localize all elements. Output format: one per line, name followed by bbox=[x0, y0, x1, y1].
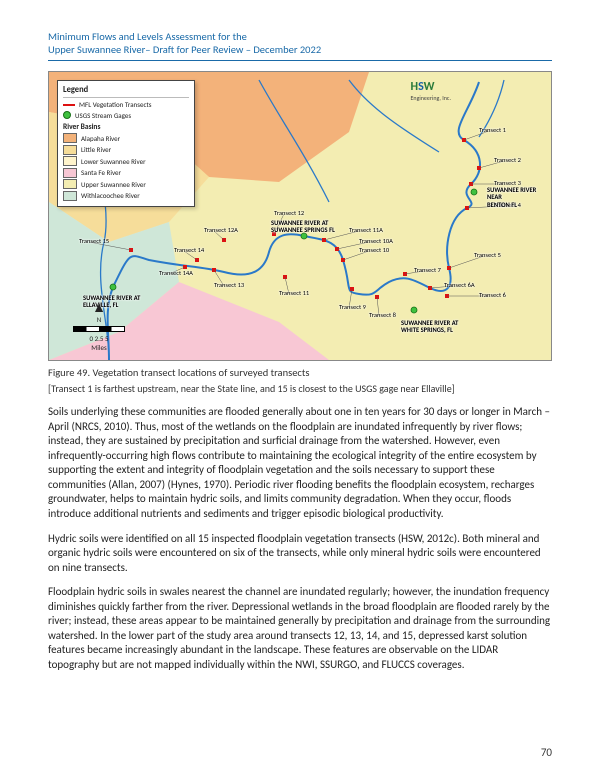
legend-swatch-icon bbox=[63, 168, 77, 178]
page-header: Minimum Flows and Levels Assessment for … bbox=[48, 30, 552, 61]
legend-basin-label: Upper Suwannee River bbox=[81, 180, 146, 189]
scale-ticks: 0 2.5 5 bbox=[73, 334, 125, 343]
gage-marker-icon bbox=[301, 233, 307, 239]
body-paragraph: Hydric soils were identified on all 15 i… bbox=[48, 532, 552, 576]
legend-basin-item: Lower Suwannee River bbox=[63, 156, 189, 166]
logo-h: H bbox=[411, 80, 419, 94]
scale-unit: Miles bbox=[73, 343, 125, 352]
legend-basin-label: Withlacoochee River bbox=[81, 191, 140, 200]
legend-swatch-icon bbox=[63, 179, 77, 189]
legend-basin-label: Lower Suwannee River bbox=[81, 157, 146, 166]
body-paragraph: Floodplain hydric soils in swales neares… bbox=[48, 585, 552, 672]
gage-marker-icon bbox=[471, 189, 477, 195]
legend-basin-label: Alapaha River bbox=[81, 134, 120, 143]
legend-item: MFL Vegetation Transects bbox=[63, 100, 189, 109]
legend-title: Legend bbox=[63, 85, 189, 98]
logo-badge: HSW Engineering, Inc. bbox=[411, 80, 452, 102]
legend-dot-icon bbox=[63, 111, 71, 119]
legend-basin-label: Santa Fe River bbox=[81, 168, 121, 177]
legend-basin-item: Upper Suwannee River bbox=[63, 179, 189, 189]
legend-swatch-icon bbox=[63, 156, 77, 166]
legend-item: USGS Stream Gages bbox=[63, 111, 189, 120]
legend-basins-title: River Basins bbox=[63, 123, 189, 132]
legend-basin-item: Little River bbox=[63, 145, 189, 155]
body-paragraph: Soils underlying these communities are f… bbox=[48, 405, 552, 521]
header-line-1: Minimum Flows and Levels Assessment for … bbox=[48, 30, 247, 43]
logo-w: W bbox=[424, 80, 435, 94]
legend-line-icon bbox=[63, 104, 75, 106]
header-line-2: Upper Suwannee River– Draft for Peer Rev… bbox=[48, 43, 321, 56]
figure-subcaption: [Transect 1 is farthest upstream, near t… bbox=[48, 382, 552, 395]
figure-map: HSW Engineering, Inc. Legend MFL Vegetat… bbox=[48, 71, 552, 361]
gage-marker-icon bbox=[411, 307, 417, 313]
figure-caption: Figure 49. Vegetation transect locations… bbox=[48, 366, 552, 379]
logo-sub: Engineering, Inc. bbox=[411, 94, 452, 102]
legend-swatch-icon bbox=[63, 191, 77, 201]
north-arrow-icon: ▲ bbox=[73, 301, 125, 315]
north-label: N bbox=[73, 315, 125, 324]
gage-marker-icon bbox=[110, 284, 116, 290]
legend-item-label: MFL Vegetation Transects bbox=[79, 100, 151, 109]
legend-basin-item: Alapaha River bbox=[63, 133, 189, 143]
legend-basin-label: Little River bbox=[81, 145, 111, 154]
scale-bar-icon bbox=[73, 326, 125, 332]
map-legend: Legend MFL Vegetation Transects USGS Stre… bbox=[57, 80, 195, 207]
map-scale: ▲ N 0 2.5 5 Miles bbox=[73, 301, 125, 352]
legend-basin-item: Santa Fe River bbox=[63, 168, 189, 178]
legend-basin-item: Withlacoochee River bbox=[63, 191, 189, 201]
legend-swatch-icon bbox=[63, 133, 77, 143]
legend-item-label: USGS Stream Gages bbox=[75, 111, 131, 120]
page-number: 70 bbox=[541, 746, 552, 759]
legend-swatch-icon bbox=[63, 145, 77, 155]
